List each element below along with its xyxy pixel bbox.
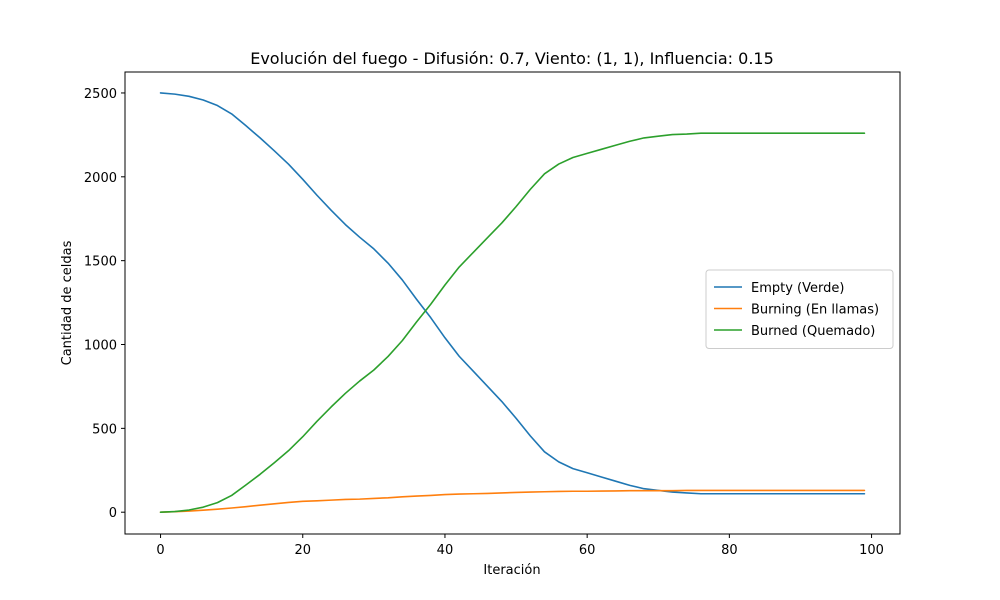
legend-label: Empty (Verde) <box>751 281 844 296</box>
y-tick-label: 500 <box>92 422 117 437</box>
legend-label: Burning (En llamas) <box>751 303 879 318</box>
series-lines <box>159 92 866 514</box>
x-tick-label: 0 <box>156 543 164 558</box>
series-line-2 <box>159 489 866 514</box>
y-tick-label: 2000 <box>84 171 117 186</box>
chart-title: Evolución del fuego - Difusión: 0.7, Vie… <box>250 49 774 68</box>
series-line-3 <box>159 132 866 514</box>
y-tick-label: 2500 <box>84 87 117 102</box>
y-tick-label: 1500 <box>84 255 117 270</box>
legend-box <box>705 269 894 349</box>
legend: Empty (Verde) Burning (En llamas) Burned (… <box>705 269 894 349</box>
y-axis-title: Cantidad de celdas <box>60 240 75 365</box>
x-tick-label: 80 <box>721 543 738 558</box>
x-tick-label: 60 <box>579 543 596 558</box>
y-tick-label: 0 <box>109 506 117 521</box>
x-tick-label: 100 <box>859 543 884 558</box>
plot-frame <box>124 71 901 535</box>
x-axis-title: Iteración <box>483 563 540 578</box>
x-tick-label: 20 <box>294 543 311 558</box>
legend-label: Burned (Quemado) <box>751 324 875 339</box>
series-line-1 <box>159 92 866 495</box>
y-tick-label: 1000 <box>84 339 117 354</box>
x-tick-label: 40 <box>437 543 454 558</box>
